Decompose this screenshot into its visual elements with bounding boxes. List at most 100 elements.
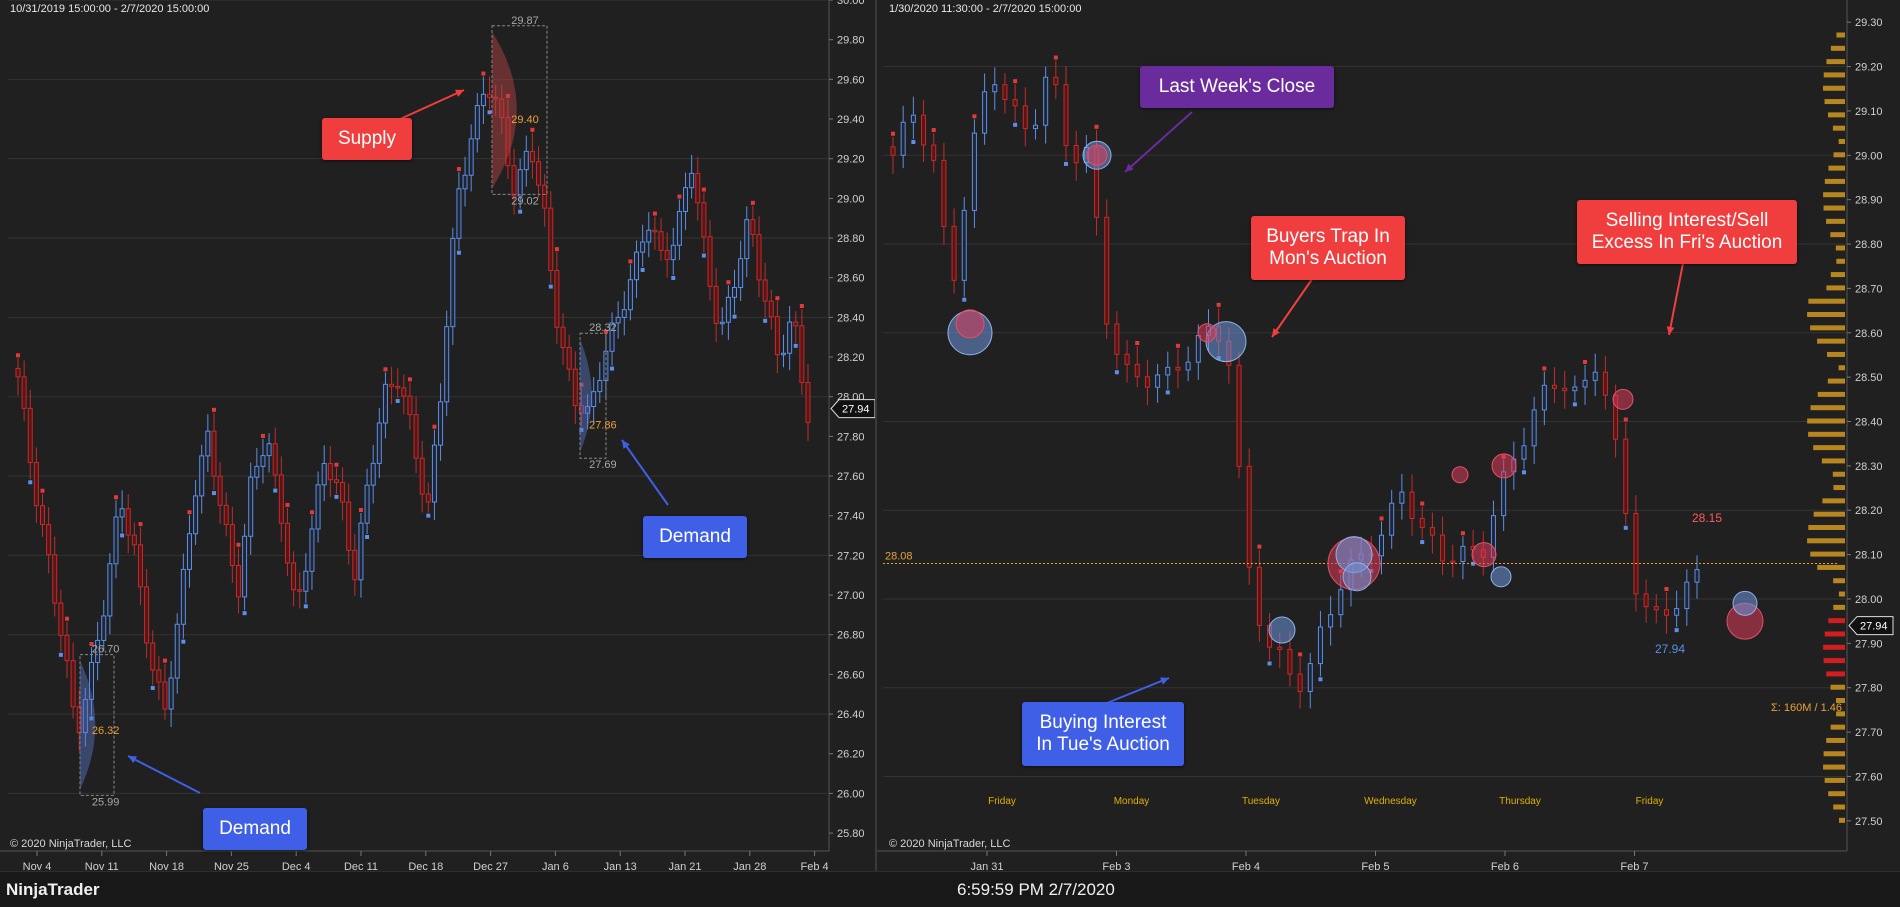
y-tick-label: 25.80 — [837, 828, 865, 840]
candle-body — [1246, 465, 1252, 568]
profile-zone-box — [579, 332, 607, 459]
volume-profile-bar — [1810, 551, 1845, 557]
session-day-label: Thursday — [1499, 796, 1541, 807]
x-tick-label: Jan 31 — [970, 861, 1003, 871]
y-tick-label: 26.40 — [837, 709, 865, 721]
selling-interest-annotation: Selling Interest/Sell Excess In Fri's Au… — [1577, 200, 1797, 264]
candle-body — [193, 495, 199, 535]
candle-body — [511, 165, 517, 197]
volume-profile-bar — [1824, 178, 1845, 184]
x-tick-label: Dec 4 — [282, 861, 311, 871]
candle-body — [474, 105, 480, 140]
candle-body — [1175, 366, 1181, 371]
swing-high-marker — [1298, 652, 1303, 657]
volume-profile-bar — [1836, 258, 1845, 264]
volume-profile-bar — [1827, 378, 1845, 384]
volume-profile-bar — [1835, 245, 1845, 251]
swing-high-marker — [1542, 366, 1547, 371]
profile-price-label: 29.87 — [511, 15, 539, 27]
profile-price-label: 26.32 — [92, 725, 120, 737]
right-chart-canvas[interactable]: 27.50 27.60 27.70 27.80 27.90 28.00 28.10 28.20… — [877, 0, 1900, 871]
swing-low-marker — [1572, 402, 1577, 407]
candle-body — [1623, 438, 1629, 514]
volume-profile-bar — [1826, 218, 1845, 224]
swing-high-marker — [775, 296, 780, 301]
volume-profile-bar — [1830, 272, 1845, 278]
y-tick-label: 27.20 — [837, 550, 865, 562]
volume-profile-bar — [1823, 644, 1845, 650]
profile-price-label: 27.69 — [589, 459, 617, 471]
swing-low-marker — [1420, 540, 1425, 545]
volume-profile-bar — [1830, 45, 1845, 51]
candle-body — [431, 444, 437, 503]
supply-arrow-shaft — [397, 89, 465, 121]
candle-body — [719, 321, 725, 325]
candle-body — [634, 251, 640, 281]
swing-low-marker — [1064, 161, 1069, 166]
candle-body — [186, 533, 192, 570]
candle-body — [229, 524, 235, 566]
buyers-trap-line-2: Mon's Auction — [1269, 248, 1387, 269]
swing-high-marker — [505, 94, 510, 99]
reference-line-label: 28.08 — [885, 550, 913, 562]
order-flow-bubble — [1491, 453, 1517, 479]
left-chart-canvas[interactable]: 25.80 26.00 26.20 26.40 26.60 26.80 27.00 27.20… — [0, 0, 875, 871]
candle-body — [951, 225, 957, 281]
candle-body — [548, 207, 554, 271]
y-tick-label: 29.60 — [837, 74, 865, 86]
candle-body — [1155, 374, 1161, 388]
candle-body — [119, 508, 125, 518]
candle-body — [1236, 364, 1242, 467]
candle-body — [787, 321, 793, 354]
candle-body — [603, 350, 609, 382]
candle-body — [1134, 363, 1140, 378]
candle-body — [1297, 673, 1303, 692]
candle-body — [297, 589, 303, 592]
candle-body — [1602, 371, 1608, 396]
demand-bottom-arrow-shaft — [127, 755, 201, 794]
swing-low-marker — [579, 427, 584, 432]
buying-arrow-head — [1160, 677, 1169, 685]
candle-body — [762, 279, 768, 302]
candle-body — [1674, 608, 1680, 616]
swing-high-marker — [187, 510, 192, 515]
candle-body — [1663, 609, 1669, 616]
swing-low-marker — [426, 513, 431, 518]
x-tick-label: Jan 6 — [542, 861, 569, 871]
volume-profile-bar — [1826, 59, 1845, 65]
swing-high-marker — [1257, 544, 1262, 549]
swing-high-marker — [1216, 302, 1221, 307]
volume-summary: Σ: 160M / 1.46 — [1771, 702, 1842, 714]
swing-low-marker — [242, 611, 247, 616]
buyers-trap-line-1: Buyers Trap In — [1266, 226, 1390, 247]
right-chart-panel[interactable]: 27.50 27.60 27.70 27.80 27.90 28.00 28.10 28.20… — [877, 0, 1900, 871]
candle-body — [1307, 663, 1313, 692]
candle-body — [180, 568, 186, 625]
y-tick-label: 28.50 — [1855, 372, 1883, 384]
candle-body — [744, 219, 750, 260]
candle-body — [1277, 646, 1283, 650]
candle-body — [1552, 384, 1558, 389]
candle-body — [1419, 517, 1425, 529]
left-chart-panel[interactable]: 25.80 26.00 26.20 26.40 26.60 26.80 27.00 27.20… — [0, 0, 877, 871]
candle-body — [627, 279, 633, 311]
swing-low-marker — [610, 366, 615, 371]
swing-high-marker — [1175, 343, 1180, 348]
y-tick-label: 28.80 — [837, 233, 865, 245]
session-high-label: 28.15 — [1692, 511, 1722, 525]
candle-body — [1582, 379, 1588, 388]
swing-low-marker — [1013, 122, 1018, 127]
candle-body — [39, 505, 45, 526]
swing-high-marker — [1379, 516, 1384, 521]
order-flow-bubble — [1612, 388, 1634, 410]
candle-body — [389, 383, 395, 387]
candle-body — [621, 309, 627, 318]
volume-profile-bar — [1817, 391, 1845, 397]
swing-high-marker — [1013, 79, 1018, 84]
candle-body — [890, 146, 896, 156]
swing-low-marker — [1521, 470, 1526, 475]
candle-body — [1409, 491, 1415, 519]
candle-body — [1063, 84, 1069, 146]
y-tick-label: 26.80 — [837, 630, 865, 642]
candle-body — [137, 544, 143, 588]
